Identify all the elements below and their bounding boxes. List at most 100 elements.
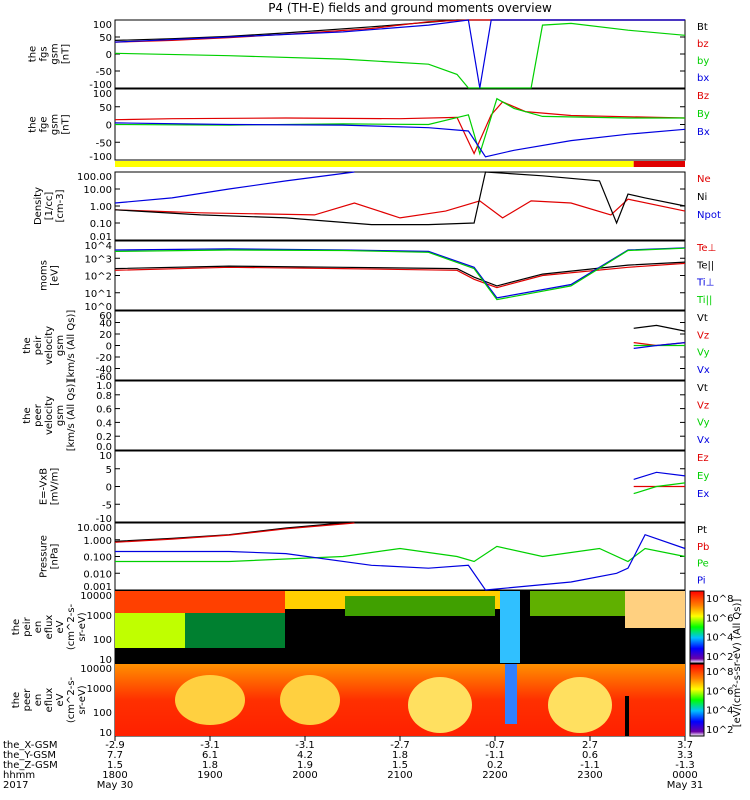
legend-bx: bx [697,73,709,84]
color-bar-top-ticks: 10^8 10^6 10^4 10^2 [706,594,733,663]
y-axis-label: [mV/m] [50,468,61,506]
y-tick-label: 100 [93,89,112,100]
y-tick-label: 0.8 [96,391,112,402]
x-tick-label: 7.7 [107,750,123,761]
x-tick-label: 0.6 [582,750,598,761]
series-line-by [114,22,686,89]
series-line-Vt [633,324,686,332]
y-axis-label: gsm [50,114,61,135]
x-tick-label: -0.7 [485,740,505,751]
panel-frame [114,450,686,523]
legend-Vx: Vx [697,365,710,376]
x-tick-label: May 31 [667,780,704,791]
y-tick-label: 0.0 [96,442,112,453]
series-line-Pe [115,545,686,563]
y-axis-label: sr-eV) [77,685,88,714]
color-bar-bottom [689,663,705,737]
quality-flag-bar [115,161,685,167]
peir-low-energy-patch [115,613,185,648]
x-tick-label: 1.8 [392,750,408,761]
y-tick-label: 1.000 [83,536,112,547]
y-tick-label: 10 [99,728,112,739]
x-tick-label: 4.2 [297,750,313,761]
panel-frame [114,380,686,451]
y-tick-label: 10 [99,451,112,462]
y-tick-label: 1.0 [96,381,112,392]
color-bar-bottom-ticks: 10^8 10^6 10^4 10^2 [706,667,733,736]
y-axis-label: eflux [44,615,55,640]
y-axis-label: fge [39,116,50,132]
y-axis-label: [km/s (All Qs)] [66,310,77,382]
legend-Vy: Vy [697,348,710,359]
legend-Vt: Vt [697,383,708,394]
y-tick-label: -40 [96,365,112,376]
peer-burst-column [505,664,517,724]
y-axis-label: moms [39,260,50,291]
figure-title: P4 (TH-E) fields and ground moments over… [268,1,552,15]
y-axis-label: (cm^2-s- [66,676,77,723]
y-tick-label: 10^3 [85,254,112,265]
legend-Vz: Vz [697,400,709,411]
y-axis-label: sr-eV) [77,612,88,641]
panel-frame [114,19,686,89]
y-tick-label: 100.00 [77,172,112,183]
peir-end-dark [625,628,685,663]
y-axis-label: [1/cc] [44,192,55,221]
x-axis-row-label: hhmm [3,770,35,781]
y-tick-label: 10000 [80,591,112,602]
peer-data-gap [625,696,629,736]
legend-Te⊥: Te⊥ [696,243,716,254]
y-tick-label: 10^0 [85,302,112,313]
y-axis-label: peer [33,403,44,427]
legend-Ey: Ey [697,471,709,482]
y-axis-label: velocity [44,326,55,365]
y-tick-label: -5 [102,500,112,511]
y-tick-label: 50 [99,33,112,44]
y-axis-label: the [22,407,33,423]
y-tick-label: 0.01 [90,232,112,243]
y-tick-label: -100 [89,80,112,91]
legend-Vx: Vx [697,435,710,446]
y-tick-label: 0.2 [96,432,112,443]
legend-Ez: Ez [697,453,709,464]
series-line-Npot [114,171,355,204]
y-tick-label: 0.010 [83,569,112,580]
panel-peir_en_eflux: 10000 1000 100 10 the peir en eflux eV (cm^2-s-sr… [11,590,686,666]
y-tick-label: 0 [106,50,112,61]
x-tick-label: 1.5 [107,760,123,771]
panel-fgs_gsm: 100 50 0 -50 -100 the fgs gsm [nT] Bt bz by bx [28,19,709,91]
legend-Bt: Bt [697,22,708,33]
x-tick-label: 2300 [577,770,602,781]
y-axis-label: Pressure [39,535,50,578]
color-bar-tick-label: 10^6 [706,613,733,624]
y-axis-label: the [11,619,22,635]
y-tick-label: 0.100 [83,553,112,564]
legend-Pe: Pe [697,559,709,570]
y-axis-label: [nPa] [50,543,61,569]
series-line-Ey [633,482,686,495]
y-tick-label: -60 [96,372,112,383]
series-line-Bt [114,19,685,41]
x-tick-label: May 30 [97,780,134,791]
panel-pressure: 10.000 1.000 0.100 0.010 0.001 Pressure [nPa] P… [39,522,709,593]
legend-By: By [697,109,710,120]
peir-post-patch [530,591,625,616]
y-tick-label: 20 [99,330,112,341]
x-axis-row-label: the_Z-GSM [3,760,58,771]
peer-spectrogram [115,664,685,736]
peer-blob-4 [548,677,612,733]
y-tick-label: 0.6 [96,405,112,416]
y-tick-label: 100 [93,708,112,719]
legend-Npot: Npot [697,210,721,221]
x-tick-label: 1.8 [202,760,218,771]
y-tick-label: 50 [99,103,112,114]
legend-Ti⊥: Ti⊥ [696,278,714,289]
y-axis-label: velocity [44,396,55,435]
y-axis-label: Density [33,187,44,225]
y-axis-label: [km/s (All Qs)] [66,380,77,452]
peer-blob-2 [280,675,340,725]
series-line-Ti|| [114,247,686,301]
color-bar-tick-label: 10^2 [706,652,733,663]
series-line-Ni [114,171,686,226]
